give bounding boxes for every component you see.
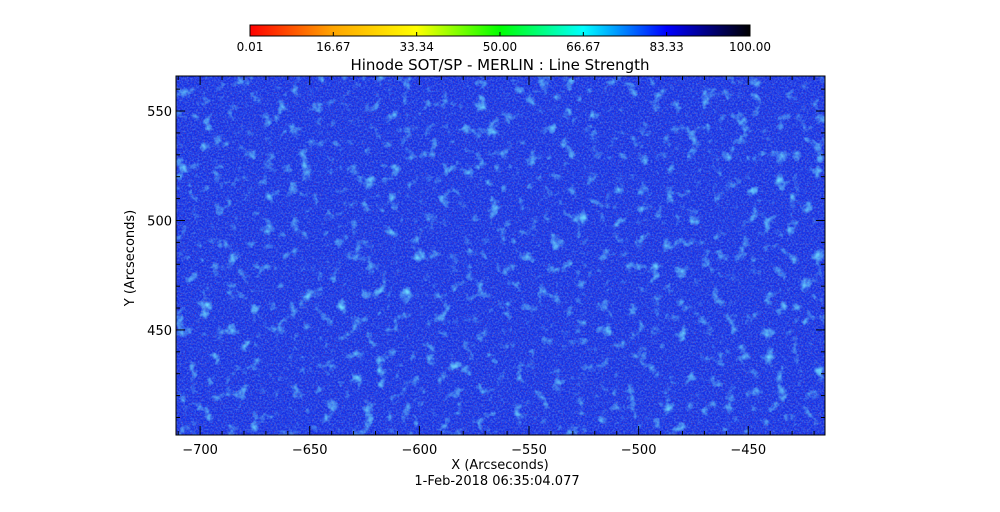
colorbar-tick-label: 83.33	[649, 40, 683, 54]
y-axis-ticks: 450 500 550	[147, 88, 825, 418]
colorbar-tick-label: 50.00	[483, 40, 517, 54]
x-tick-label: −700	[182, 443, 218, 458]
x-tick-label: −650	[292, 443, 328, 458]
x-tick-label: −450	[730, 443, 766, 458]
y-tick-label: 500	[147, 214, 172, 229]
colorbar-tick-label: 100.00	[729, 40, 771, 54]
colorbar-tick-label: 16.67	[316, 40, 350, 54]
y-tick-label: 550	[147, 105, 172, 120]
y-axis-label: Y (Arcseconds)	[123, 210, 138, 307]
plot-frame	[175, 75, 826, 436]
x-axis-ticks: −700 −650 −600 −550 −500 −450	[177, 76, 815, 458]
colorbar-tick-label: 0.01	[237, 40, 264, 54]
chart-title: Hinode SOT/SP - MERLIN : Line Strength	[350, 56, 649, 74]
colorbar-tick-labels: 0.01 16.67 33.34 50.00 66.67 83.33 100.00	[237, 40, 771, 54]
y-tick-label: 450	[147, 324, 172, 339]
x-tick-label: −600	[402, 443, 438, 458]
x-axis-label: X (Arcseconds)	[451, 458, 548, 473]
timestamp-footer: 1-Feb-2018 06:35:04.077	[414, 474, 579, 489]
x-tick-label: −550	[511, 443, 547, 458]
colorbar-tick-label: 33.34	[399, 40, 433, 54]
x-tick-label: −500	[621, 443, 657, 458]
colorbar-ticks	[249, 32, 751, 36]
colorbar-tick-label: 66.67	[566, 40, 600, 54]
heatmap-texture-bright	[176, 76, 825, 435]
heatmap-image	[176, 76, 825, 435]
